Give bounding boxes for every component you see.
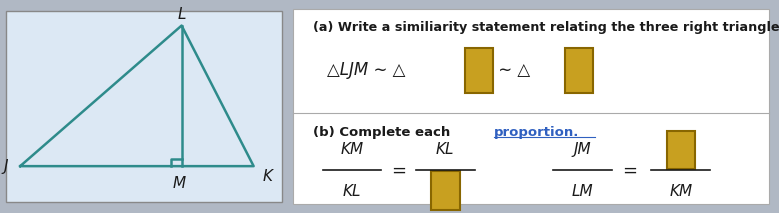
Text: JM: JM xyxy=(574,142,591,157)
Text: L: L xyxy=(178,7,186,22)
FancyBboxPatch shape xyxy=(667,131,695,169)
Text: KL: KL xyxy=(343,184,361,199)
FancyBboxPatch shape xyxy=(465,48,493,93)
Text: △LJM ∼ △: △LJM ∼ △ xyxy=(327,61,406,79)
Text: M: M xyxy=(172,176,185,191)
Text: (a) Write a similiarity statement relating the three right triangles.: (a) Write a similiarity statement relati… xyxy=(312,21,779,34)
Text: =: = xyxy=(622,161,636,179)
Text: J: J xyxy=(4,159,8,174)
Text: proportion.: proportion. xyxy=(495,125,580,139)
Text: ∼ △: ∼ △ xyxy=(493,61,530,79)
Text: LM: LM xyxy=(572,184,594,199)
Text: =: = xyxy=(391,161,406,179)
Text: (b) Complete each: (b) Complete each xyxy=(312,125,455,139)
Text: K: K xyxy=(263,169,273,184)
FancyBboxPatch shape xyxy=(431,171,460,210)
Text: KM: KM xyxy=(340,142,364,157)
Text: KL: KL xyxy=(436,142,454,157)
Text: KM: KM xyxy=(669,184,693,199)
FancyBboxPatch shape xyxy=(565,48,593,93)
